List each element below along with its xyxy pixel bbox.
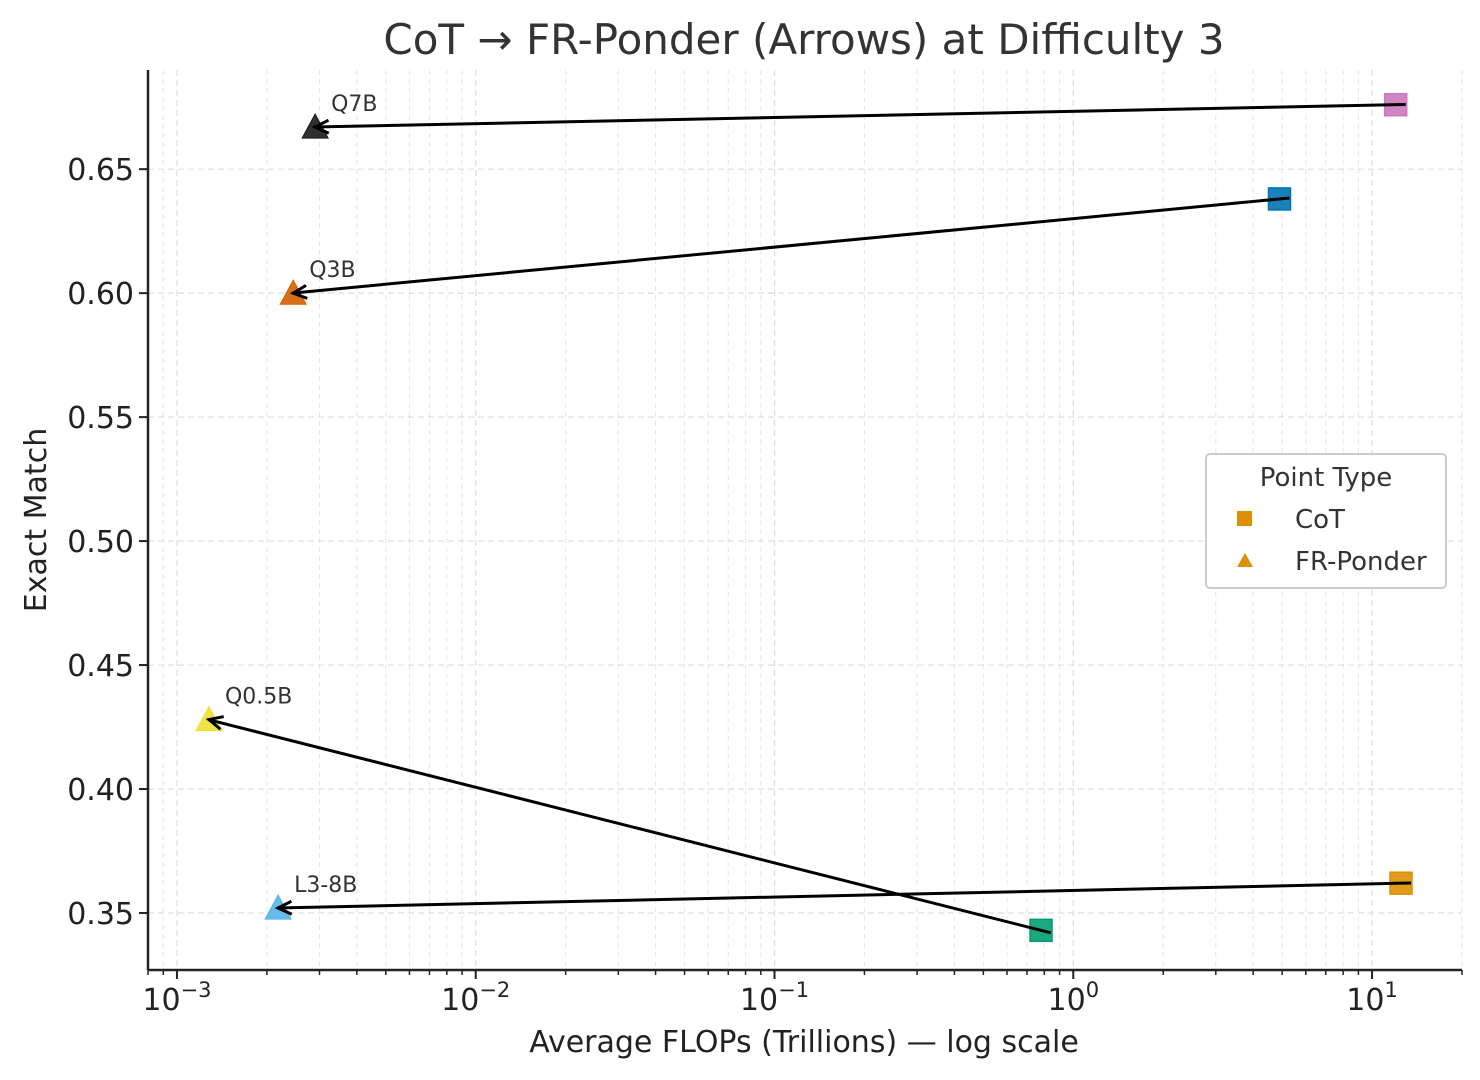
x-tick-label: 10−2 (441, 978, 510, 1018)
x-tick-label: 100 (1048, 978, 1100, 1018)
x-tick-label: 10−1 (740, 978, 809, 1018)
legend-marker-cot (1237, 511, 1252, 526)
annotation-q3b: Q3B (309, 258, 355, 283)
legend: Point Type CoT FR-Ponder (1205, 453, 1447, 589)
arrow-head (311, 118, 330, 135)
y-ticks: 0.35 0.40 0.45 0.50 0.55 0.60 0.65 (67, 153, 148, 932)
y-tick-label: 0.45 (67, 649, 134, 684)
legend-box (1205, 453, 1447, 589)
arrow-q7b (311, 103, 1406, 135)
annotation-q7b: Q7B (331, 92, 377, 117)
x-tick-label: 101 (1346, 978, 1398, 1018)
y-tick-label: 0.60 (67, 277, 134, 312)
arrow-head (274, 899, 293, 916)
arrow-shaft (207, 718, 1052, 935)
y-tick-label: 0.35 (67, 897, 134, 932)
arrow-head (289, 284, 308, 300)
x-axis-label: Average FLOPs (Trillions) — log scale (529, 1025, 1079, 1060)
arrow-shaft (277, 881, 1412, 910)
arrow-head (205, 715, 224, 731)
legend-label-cot: CoT (1295, 505, 1345, 535)
x-tick-label: 10−3 (142, 978, 211, 1018)
y-tick-label: 0.40 (67, 773, 134, 808)
legend-marker-fr-ponder (1237, 553, 1253, 567)
arrow-shaft (314, 103, 1406, 129)
arrow-q3b (289, 196, 1290, 300)
legend-label-fr-ponder: FR-Ponder (1295, 547, 1427, 577)
annotation-l3-8b: L3-8B (294, 873, 357, 898)
y-tick-label: 0.55 (67, 401, 134, 436)
arrow-l3-8b (274, 881, 1412, 916)
chart-title: CoT → FR-Ponder (Arrows) at Difficulty 3 (383, 15, 1224, 64)
annotation-q0-5b: Q0.5B (225, 685, 292, 710)
axes (146, 70, 1462, 972)
grid (147, 70, 1463, 970)
legend-title: Point Type (1260, 463, 1393, 493)
y-axis-label: Exact Match (19, 428, 54, 612)
arrow-shaft (292, 196, 1290, 295)
y-tick-label: 0.50 (67, 525, 134, 560)
x-ticks: 10−3 10−2 10−1 100 101 (142, 970, 1463, 1018)
data-marks: Q7B Q3B Q0.5B L3-8B (195, 92, 1413, 943)
arrow-q0-5b (205, 715, 1052, 935)
y-tick-label: 0.65 (67, 153, 134, 188)
